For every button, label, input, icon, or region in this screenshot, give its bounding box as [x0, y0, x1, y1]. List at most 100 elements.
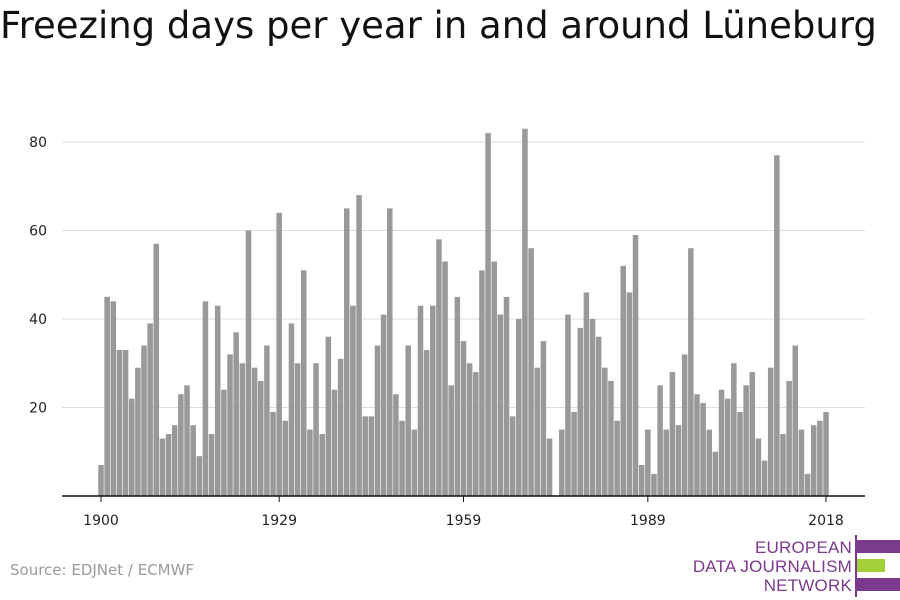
bar-1948[interactable] — [393, 394, 399, 496]
bar-1942[interactable] — [356, 195, 362, 496]
bar-1976[interactable] — [565, 314, 571, 496]
bar-1982[interactable] — [602, 367, 608, 496]
bar-1960[interactable] — [466, 363, 473, 496]
bar-1991[interactable] — [657, 385, 663, 497]
bar-1986[interactable] — [626, 292, 633, 496]
bar-1959[interactable] — [460, 341, 467, 497]
bar-1977[interactable] — [571, 411, 577, 497]
bar-1988[interactable] — [638, 465, 645, 496]
bar-1906[interactable] — [135, 367, 141, 496]
bar-1938[interactable] — [331, 389, 338, 496]
bar-1934[interactable] — [307, 429, 313, 497]
bar-1926[interactable] — [257, 380, 264, 496]
bar-1993[interactable] — [669, 372, 676, 496]
bar-1911[interactable] — [165, 434, 172, 496]
bar-1921[interactable] — [227, 354, 233, 496]
bar-1997[interactable] — [694, 394, 700, 496]
bar-1930[interactable] — [282, 420, 289, 496]
bar-1945[interactable] — [374, 345, 381, 496]
bar-1994[interactable] — [675, 425, 682, 496]
bar-1900[interactable] — [98, 465, 104, 496]
bar-1996[interactable] — [688, 248, 694, 496]
bar-1933[interactable] — [300, 270, 307, 496]
bar-1928[interactable] — [270, 411, 276, 497]
bar-1955[interactable] — [436, 239, 442, 496]
bar-1963[interactable] — [485, 133, 491, 496]
bar-1902[interactable] — [110, 301, 117, 496]
bar-1947[interactable] — [387, 208, 393, 497]
bar-1946[interactable] — [380, 314, 387, 496]
bar-2015[interactable] — [804, 473, 811, 497]
bar-1936[interactable] — [319, 434, 325, 496]
bar-1914[interactable] — [184, 385, 190, 497]
bar-1923[interactable] — [239, 363, 246, 496]
bar-2011[interactable] — [780, 434, 786, 496]
bar-1912[interactable] — [171, 425, 178, 496]
bar-1927[interactable] — [264, 345, 270, 496]
bar-2005[interactable] — [743, 385, 749, 497]
bar-1925[interactable] — [251, 367, 258, 496]
bar-1965[interactable] — [497, 314, 504, 496]
bar-1975[interactable] — [559, 429, 565, 497]
bar-1950[interactable] — [405, 345, 411, 496]
bar-1922[interactable] — [233, 332, 239, 496]
bar-1998[interactable] — [700, 403, 706, 496]
bar-1970[interactable] — [528, 248, 534, 496]
bar-1937[interactable] — [325, 336, 332, 496]
bar-1915[interactable] — [190, 425, 196, 496]
bar-1917[interactable] — [202, 301, 209, 496]
bar-1984[interactable] — [614, 420, 620, 496]
bar-1985[interactable] — [620, 265, 627, 496]
bar-1909[interactable] — [153, 243, 160, 496]
bar-1983[interactable] — [608, 380, 614, 496]
bar-1999[interactable] — [706, 429, 713, 497]
bar-1918[interactable] — [208, 434, 215, 496]
bar-2004[interactable] — [737, 411, 743, 497]
bar-1941[interactable] — [350, 305, 356, 497]
bar-1929[interactable] — [276, 212, 282, 497]
bar-1932[interactable] — [294, 363, 301, 496]
bar-1980[interactable] — [589, 319, 596, 496]
bar-1907[interactable] — [141, 345, 147, 496]
bar-1973[interactable] — [546, 438, 553, 496]
bar-1968[interactable] — [516, 319, 522, 496]
bar-1953[interactable] — [423, 349, 430, 497]
bar-1931[interactable] — [288, 323, 295, 496]
bar-1958[interactable] — [454, 296, 461, 497]
bar-1951[interactable] — [411, 429, 418, 497]
bar-1952[interactable] — [417, 305, 424, 497]
bar-1949[interactable] — [399, 420, 405, 496]
bar-1961[interactable] — [473, 372, 479, 496]
edjnet-logo[interactable]: EUROPEAN DATA JOURNALISM NETWORK — [693, 535, 900, 597]
bar-1910[interactable] — [159, 438, 166, 496]
bar-1979[interactable] — [583, 292, 590, 496]
bar-1939[interactable] — [337, 358, 344, 496]
bar-1916[interactable] — [196, 456, 203, 496]
bar-2010[interactable] — [774, 155, 780, 496]
bar-2017[interactable] — [817, 420, 823, 496]
bar-1964[interactable] — [491, 261, 497, 496]
bar-2014[interactable] — [798, 429, 805, 497]
bar-2000[interactable] — [712, 451, 719, 496]
bar-2016[interactable] — [810, 425, 817, 496]
bar-2009[interactable] — [767, 367, 774, 496]
bar-2013[interactable] — [792, 345, 799, 496]
bar-1966[interactable] — [503, 296, 510, 497]
bar-1935[interactable] — [313, 363, 319, 496]
bar-1990[interactable] — [651, 473, 657, 497]
bar-1962[interactable] — [479, 270, 485, 496]
bar-1913[interactable] — [178, 394, 184, 496]
bar-2001[interactable] — [718, 389, 725, 496]
bar-2003[interactable] — [731, 363, 737, 496]
bar-1924[interactable] — [245, 230, 252, 497]
bar-1957[interactable] — [448, 385, 454, 497]
bar-2007[interactable] — [755, 438, 762, 496]
bar-1940[interactable] — [344, 208, 350, 497]
bar-1967[interactable] — [509, 416, 516, 496]
bar-1908[interactable] — [147, 323, 153, 496]
bar-1944[interactable] — [368, 416, 375, 496]
bar-1905[interactable] — [128, 398, 135, 496]
bar-1987[interactable] — [632, 234, 639, 496]
bar-2008[interactable] — [761, 460, 768, 496]
bar-1978[interactable] — [577, 327, 583, 496]
